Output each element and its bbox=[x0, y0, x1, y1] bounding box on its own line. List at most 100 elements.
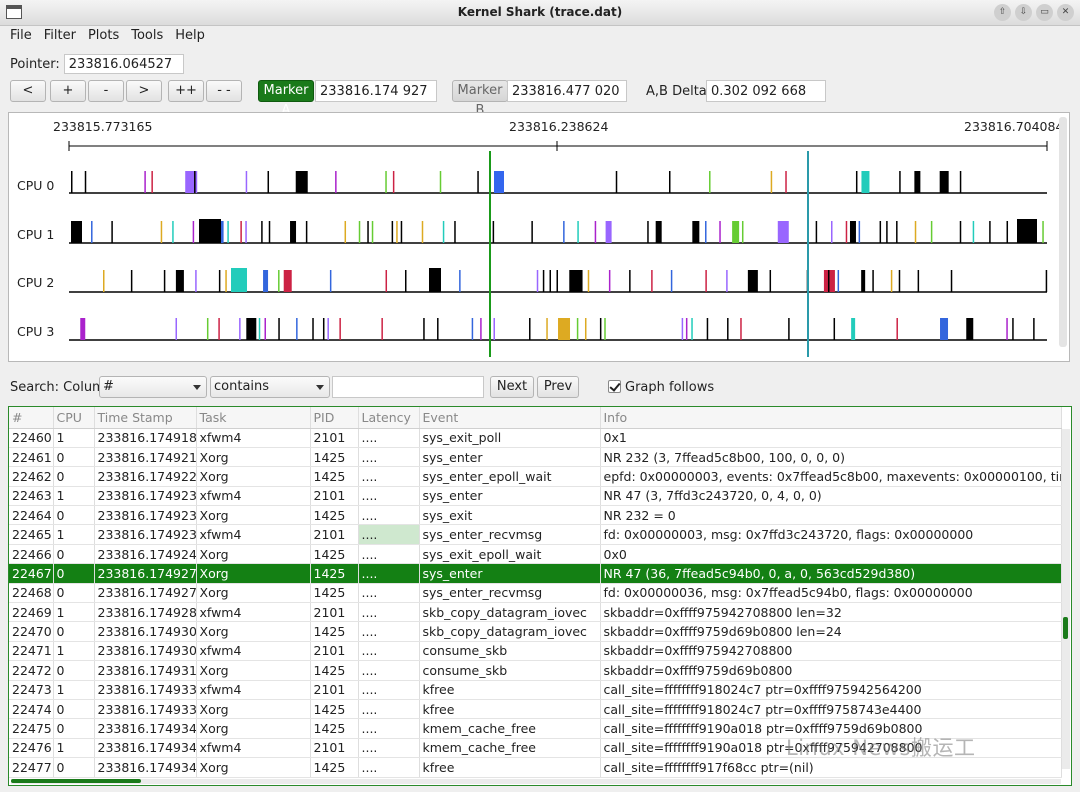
table-row[interactable]: 22472 0 233816.174931 Xorg 1425.... consume_s… bbox=[9, 660, 1062, 681]
search-input[interactable] bbox=[332, 376, 484, 398]
search-mode-select[interactable]: contains bbox=[210, 376, 330, 398]
cell-pid: 1425 bbox=[310, 699, 359, 720]
graph-scrollbar[interactable] bbox=[1059, 117, 1067, 347]
cell-pid: 1425 bbox=[310, 621, 359, 642]
trace-graph-canvas[interactable] bbox=[9, 113, 1071, 363]
cell-latency: .... bbox=[358, 680, 420, 700]
shade-icon[interactable]: ⇩ bbox=[1015, 4, 1032, 21]
time-label-center: 233816.238624 bbox=[509, 119, 609, 134]
column-header-event[interactable]: Event bbox=[419, 407, 601, 429]
cell-info: NR 47 (36, 7ffead5c94b0, 0, a, 0, 563cd5… bbox=[600, 563, 1062, 584]
table-row[interactable]: 22468 0 233816.174927 Xorg 1425.... sys_enter… bbox=[9, 583, 1062, 604]
menu-file[interactable]: File bbox=[10, 28, 32, 43]
cpu-2-task-bar bbox=[837, 270, 840, 292]
marker-a-button[interactable]: Marker A bbox=[258, 80, 314, 118]
cpu-0-task-block bbox=[494, 171, 504, 193]
pointer-field[interactable]: 233816.064527 bbox=[63, 54, 184, 74]
scroll-right-button[interactable]: > bbox=[126, 80, 162, 102]
cpu-1-task-bar bbox=[344, 221, 347, 243]
cpu-1-task-bar bbox=[454, 221, 456, 243]
cell-latency: .... bbox=[358, 621, 420, 642]
cpu-3-task-bar bbox=[788, 318, 790, 340]
table-row[interactable]: 22460 1 233816.174918 xfwm4 2101.... sys_exit… bbox=[9, 428, 1062, 448]
event-table[interactable]: # CPU Time Stamp Task PID Latency Event Info 22… bbox=[8, 406, 1072, 786]
table-row[interactable]: 22470 0 233816.174930 Xorg 1425.... skb_copy_… bbox=[9, 621, 1062, 642]
zoom-in-button[interactable]: + bbox=[50, 80, 86, 102]
search-prev-button[interactable]: Prev bbox=[537, 376, 579, 398]
cell-cpu: 1 bbox=[53, 602, 95, 623]
cell-task: Xorg bbox=[196, 718, 311, 739]
minimize-icon[interactable]: ▭ bbox=[1036, 4, 1053, 21]
column-header-task[interactable]: Task bbox=[196, 407, 311, 429]
table-row[interactable]: 22465 1 233816.174923 xfwm4 2101.... sys_ente… bbox=[9, 524, 1062, 545]
close-icon[interactable]: ✕ bbox=[1057, 4, 1074, 21]
marker-a-field[interactable]: 233816.174 927 bbox=[315, 80, 437, 102]
table-row[interactable]: 22474 0 233816.174933 Xorg 1425.... kfree call… bbox=[9, 699, 1062, 720]
cpu-3-task-bar bbox=[833, 318, 836, 340]
cpu-1-task-bar bbox=[879, 221, 882, 243]
roll-up-icon[interactable]: ⇧ bbox=[994, 4, 1011, 21]
cell-pid: 1425 bbox=[310, 583, 359, 604]
table-row[interactable]: 22469 1 233816.174928 xfwm4 2101.... skb_copy… bbox=[9, 602, 1062, 623]
cpu-1-task-bar bbox=[647, 221, 649, 243]
trace-graph[interactable]: 233815.773165 233816.238624 233816.70408… bbox=[8, 112, 1070, 362]
cell-info: fd: 0x00000003, msg: 0x7ffd3c243720, fla… bbox=[600, 524, 1062, 545]
scroll-left-button[interactable]: < bbox=[10, 80, 46, 102]
table-row[interactable]: 22467 0 233816.174927 Xorg 1425.... sys_enter… bbox=[9, 563, 1062, 584]
cell-event: sys_enter bbox=[419, 563, 601, 584]
search-column-select[interactable]: # bbox=[99, 376, 207, 398]
table-row[interactable]: 22475 0 233816.174934 Xorg 1425.... kmem_cach… bbox=[9, 718, 1062, 739]
cell-pid: 1425 bbox=[310, 466, 359, 487]
table-horizontal-scrollbar[interactable] bbox=[11, 779, 1061, 784]
table-scroll-thumb[interactable] bbox=[1063, 617, 1068, 639]
menu-tools[interactable]: Tools bbox=[131, 28, 164, 43]
column-header-info[interactable]: Info bbox=[600, 407, 1062, 429]
cpu-3-task-bar bbox=[966, 318, 974, 340]
menu-help[interactable]: Help bbox=[175, 28, 205, 43]
marker-b-button[interactable]: Marker B bbox=[452, 80, 508, 118]
cpu-1-task-bar bbox=[959, 221, 962, 243]
column-header-timestamp[interactable]: Time Stamp bbox=[94, 407, 197, 429]
cpu-3-task-bar bbox=[327, 318, 329, 340]
table-row[interactable]: 22461 0 233816.174921 Xorg 1425.... sys_enter… bbox=[9, 447, 1062, 468]
cpu-0-task-bar bbox=[295, 171, 308, 193]
column-header-index[interactable]: # bbox=[9, 407, 54, 429]
table-hscroll-thumb[interactable] bbox=[11, 779, 141, 783]
marker-b-field[interactable]: 233816.477 020 bbox=[507, 80, 627, 102]
table-row[interactable]: 22464 0 233816.174923 Xorg 1425.... sys_exit N… bbox=[9, 505, 1062, 526]
cell-pid: 1425 bbox=[310, 660, 359, 681]
table-vertical-scrollbar[interactable] bbox=[1062, 429, 1070, 769]
zoom-min-button[interactable]: - - bbox=[206, 80, 242, 102]
cell-index: 22464 bbox=[9, 505, 54, 526]
table-row[interactable]: 22463 1 233816.174923 xfwm4 2101.... sys_ente… bbox=[9, 486, 1062, 507]
table-row[interactable]: 22473 1 233816.174933 xfwm4 2101.... kfree cal… bbox=[9, 680, 1062, 700]
graph-follows-checkbox[interactable] bbox=[608, 380, 621, 393]
table-row[interactable]: 22471 1 233816.174930 xfwm4 2101.... consume_… bbox=[9, 641, 1062, 662]
zoom-max-button[interactable]: ++ bbox=[168, 80, 204, 102]
table-row[interactable]: 22462 0 233816.174922 Xorg 1425.... sys_enter… bbox=[9, 466, 1062, 487]
zoom-out-button[interactable]: - bbox=[88, 80, 124, 102]
cell-cpu: 1 bbox=[53, 428, 95, 448]
column-header-pid[interactable]: PID bbox=[310, 407, 359, 429]
cell-index: 22466 bbox=[9, 544, 54, 565]
table-row[interactable]: 22476 1 233816.174934 xfwm4 2101.... kmem_cac… bbox=[9, 738, 1062, 759]
menu-filter[interactable]: Filter bbox=[43, 28, 76, 43]
column-header-latency[interactable]: Latency bbox=[358, 407, 420, 429]
cell-pid: 2101 bbox=[310, 738, 359, 759]
menu-plots[interactable]: Plots bbox=[87, 28, 120, 43]
table-row[interactable]: 22466 0 233816.174924 Xorg 1425.... sys_exit_… bbox=[9, 544, 1062, 565]
delta-field[interactable]: 0.302 092 668 bbox=[706, 80, 826, 102]
search-next-button[interactable]: Next bbox=[490, 376, 534, 398]
cell-index: 22477 bbox=[9, 757, 54, 778]
cell-pid: 1425 bbox=[310, 544, 359, 565]
column-header-cpu[interactable]: CPU bbox=[53, 407, 95, 429]
table-row[interactable]: 22477 0 233816.174934 Xorg 1425.... kfree call… bbox=[9, 757, 1062, 778]
cell-pid: 1425 bbox=[310, 447, 359, 468]
cell-info: NR 232 (3, 7ffead5c8b00, 100, 0, 0, 0) bbox=[600, 447, 1062, 468]
cpu-2-task-bar bbox=[218, 270, 221, 292]
cell-event: skb_copy_datagram_iovec bbox=[419, 602, 601, 623]
cpu-2-task-bar bbox=[225, 270, 227, 292]
graph-follows-label: Graph follows bbox=[625, 380, 715, 395]
cpu-1-task-bar bbox=[492, 221, 495, 243]
cpu-1-task-bar bbox=[160, 221, 163, 243]
